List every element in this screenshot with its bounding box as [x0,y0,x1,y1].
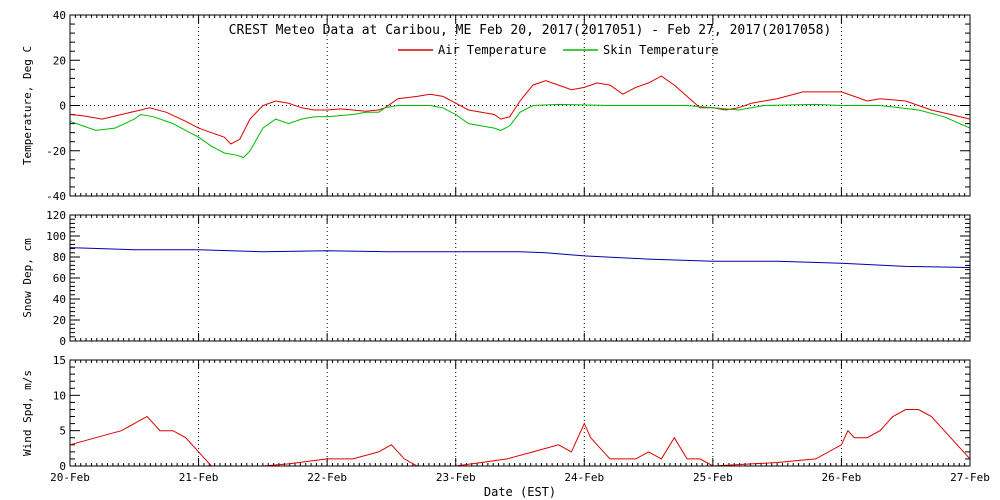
snow-depth-panel: 0 20 40 60 80 100 120 Snow Dep, cm [21,209,971,348]
snow-depth-y-axis-label: Snow Dep, cm [21,238,34,318]
snow-depth-series-line [69,247,971,268]
temperature-plot-frame [69,14,971,197]
x-axis-label: Date (EST) [484,485,556,499]
wind-speed-series-line [69,409,971,467]
temperature-y-tick-label: 40 [53,9,66,22]
snow-depth-plot-frame [69,214,971,342]
snow-depth-y-tick-label: 100 [46,230,66,243]
x-tick-label: 22-Feb [307,471,347,484]
snow-depth-y-tick-label: 80 [53,251,66,264]
chart-legend: Air Temperature Skin Temperature [398,43,719,57]
temperature-y-tick-label: 20 [53,54,66,67]
x-tick-label: 27-Feb [950,471,990,484]
air-temperature-series-line [69,75,971,145]
snow-depth-y-tick-label: 0 [59,335,66,348]
x-tick-label: 26-Feb [822,471,862,484]
skin-temperature-series-line [69,103,971,159]
snow-depth-y-tick-label: 40 [53,293,66,306]
temperature-y-tick-label: 0 [59,100,66,113]
wind-speed-y-tick-label: 0 [59,460,66,473]
temperature-panel: -40 -20 0 20 40 Temperature, Deg C [21,9,971,203]
temperature-y-axis-label: Temperature, Deg C [21,46,34,165]
snow-depth-y-tick-label: 20 [53,314,66,327]
wind-speed-y-tick-label: 15 [53,354,66,367]
temperature-y-tick-label: -20 [46,145,66,158]
x-tick-label: 23-Feb [436,471,476,484]
x-tick-label: 20-Feb [50,471,90,484]
chart-title: CREST Meteo Data at Caribou, ME Feb 20, … [229,23,832,38]
wind-speed-y-axis-label: Wind Spd, m/s [21,370,34,456]
x-tick-label: 24-Feb [564,471,604,484]
wind-speed-y-tick-label: 10 [53,389,66,402]
x-tick-label: 25-Feb [693,471,733,484]
legend-label-skin-temperature: Skin Temperature [603,43,719,57]
wind-speed-panel: 0 5 10 15 Wind Spd, m/s 20-Feb 21-Feb 22-Feb 23-… [21,354,990,484]
snow-depth-y-tick-label: 60 [53,272,66,285]
temperature-y-tick-label: -40 [46,190,66,203]
snow-depth-y-tick-label: 120 [46,209,66,222]
wind-speed-y-tick-label: 5 [59,425,66,438]
wind-speed-plot-frame [69,359,971,467]
legend-label-air-temperature: Air Temperature [438,43,546,57]
x-tick-label: 21-Feb [179,471,219,484]
